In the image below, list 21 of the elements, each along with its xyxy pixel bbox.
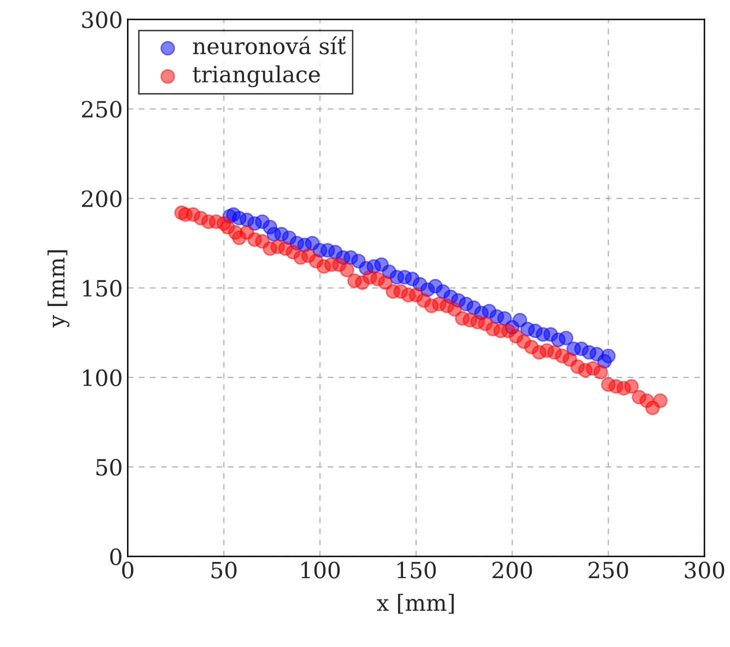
x-tick-label: 250: [588, 562, 628, 578]
x-tick-label: 100: [301, 562, 340, 578]
point: [601, 348, 616, 364]
y-tick-label: 150: [83, 280, 122, 297]
y-tick-label: 250: [82, 100, 122, 118]
x-tick-label: 50: [212, 562, 237, 578]
x-axis-title: x [mm]: [376, 594, 454, 614]
legend-label: triangulace: [192, 65, 320, 88]
y-tick-label: 200: [82, 190, 122, 208]
y-tick-label: 300: [82, 11, 122, 28]
point: [512, 312, 528, 328]
y-tick-label: 50: [96, 458, 122, 476]
x-tick-label: 200: [492, 562, 532, 578]
y-tick-label: 0: [110, 548, 122, 566]
x-tick-label: 300: [684, 562, 724, 578]
x-tick-label: 150: [398, 562, 436, 578]
legend-label: neuronová síť: [192, 36, 346, 54]
y-axis-title: y [mm]: [48, 250, 70, 328]
y-tick-label: 100: [83, 369, 122, 386]
point: [558, 330, 574, 346]
x-tick-label: 0: [122, 562, 134, 578]
